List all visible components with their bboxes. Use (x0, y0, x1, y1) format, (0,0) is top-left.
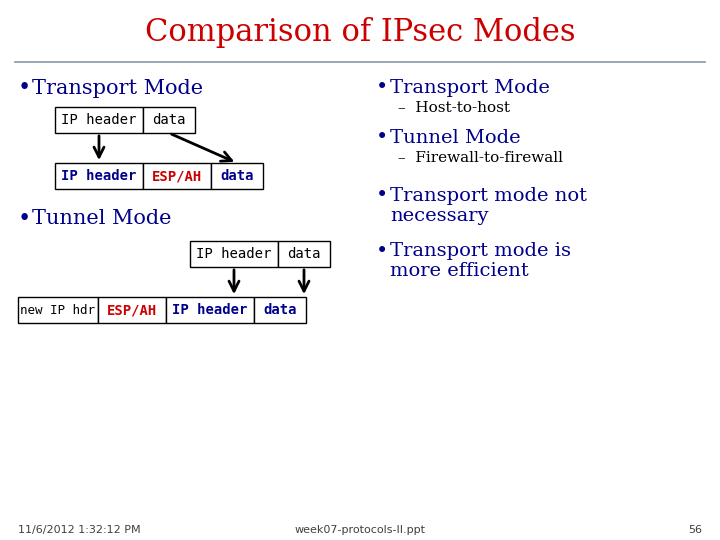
Text: •: • (376, 241, 388, 260)
Bar (143, 107, 195, 133)
Bar (254, 297, 306, 323)
Text: Transport mode not: Transport mode not (390, 187, 587, 205)
Bar (143, 163, 211, 189)
Text: Tunnel Mode: Tunnel Mode (32, 210, 171, 228)
Text: necessary: necessary (390, 207, 488, 225)
Text: •: • (376, 129, 388, 147)
Text: data: data (152, 113, 186, 127)
Text: •: • (376, 186, 388, 206)
Bar (55, 107, 143, 133)
Text: data: data (287, 247, 320, 261)
Bar (211, 163, 263, 189)
Text: data: data (220, 169, 253, 183)
Bar (55, 163, 143, 189)
Text: ESP/AH: ESP/AH (152, 169, 202, 183)
Text: 11/6/2012 1:32:12 PM: 11/6/2012 1:32:12 PM (18, 525, 140, 535)
Bar (98, 297, 166, 323)
Text: IP header: IP header (61, 169, 137, 183)
Text: Tunnel Mode: Tunnel Mode (390, 129, 521, 147)
Bar (190, 241, 278, 267)
Text: more efficient: more efficient (390, 262, 528, 280)
Text: IP header: IP header (172, 303, 248, 317)
Text: Comparison of IPsec Modes: Comparison of IPsec Modes (145, 17, 575, 49)
Text: week07-protocols-II.ppt: week07-protocols-II.ppt (294, 525, 426, 535)
Text: ESP/AH: ESP/AH (107, 303, 157, 317)
Text: –  Host-to-host: – Host-to-host (398, 101, 510, 115)
Text: Transport mode is: Transport mode is (390, 242, 571, 260)
Text: •: • (18, 208, 31, 230)
Text: IP header: IP header (61, 113, 137, 127)
Text: •: • (18, 77, 31, 99)
Bar (18, 297, 98, 323)
Text: new IP hdr: new IP hdr (20, 303, 96, 316)
Text: data: data (264, 303, 297, 317)
Text: •: • (376, 78, 388, 98)
Text: –  Firewall-to-firewall: – Firewall-to-firewall (398, 151, 563, 165)
Text: IP header: IP header (197, 247, 271, 261)
Bar (278, 241, 330, 267)
Bar (166, 297, 254, 323)
Text: Transport Mode: Transport Mode (32, 78, 203, 98)
Text: Transport Mode: Transport Mode (390, 79, 550, 97)
Text: 56: 56 (688, 525, 702, 535)
